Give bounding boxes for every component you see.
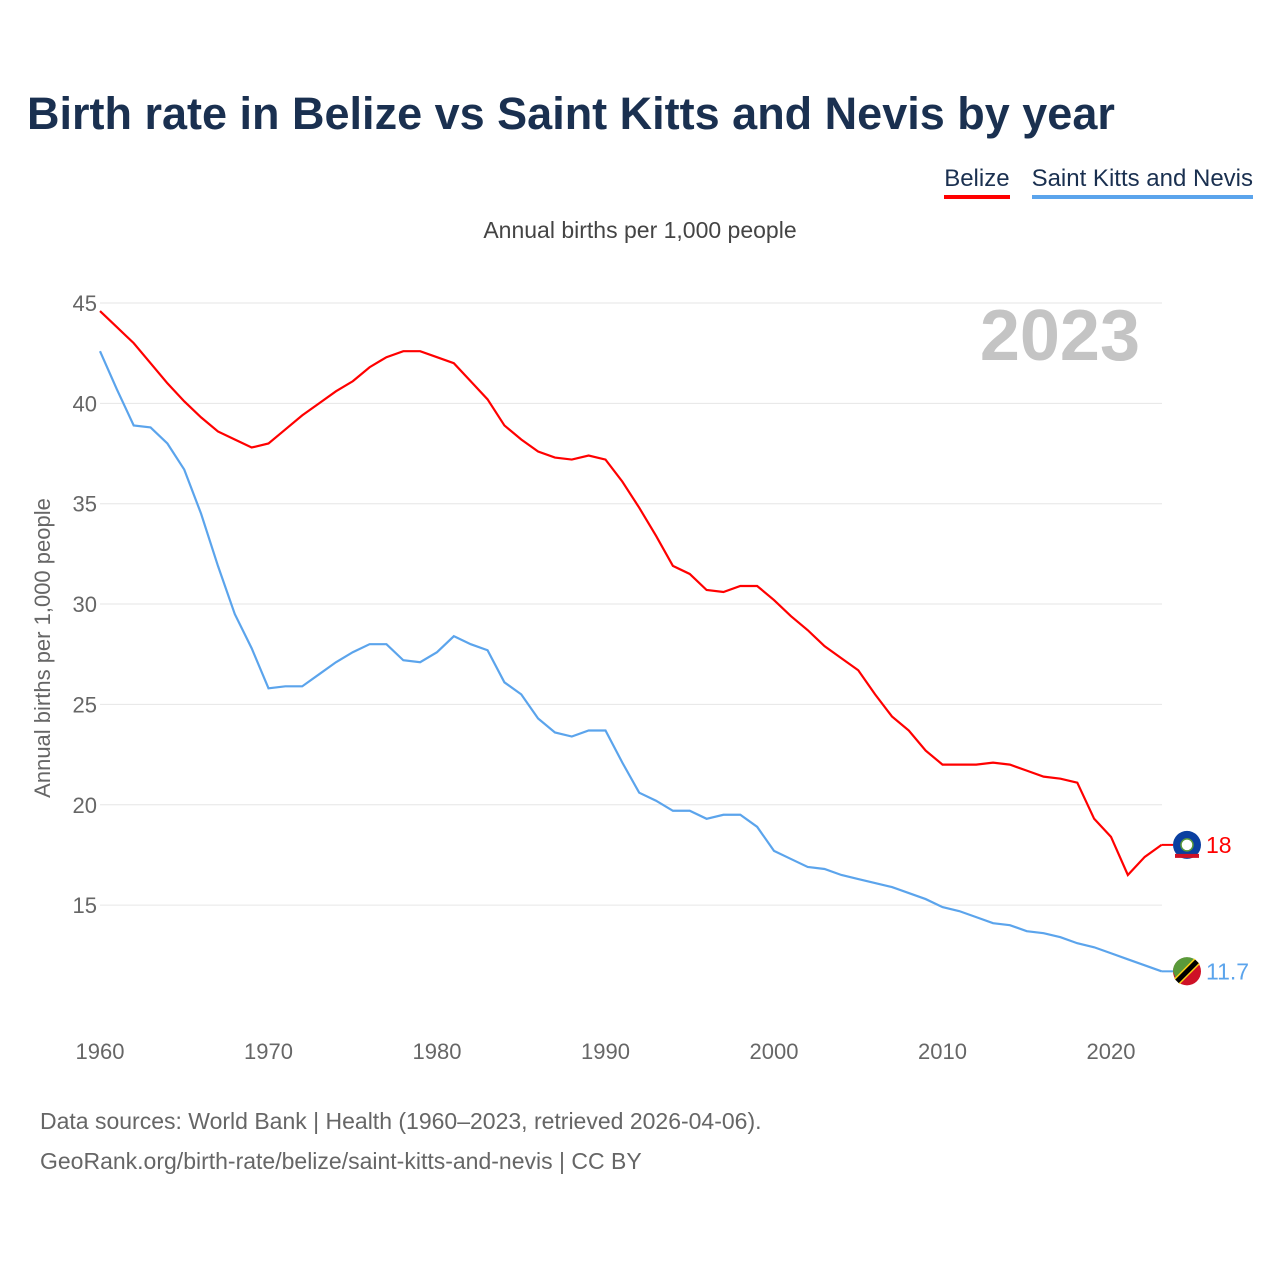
source-line-2: GeoRank.org/birth-rate/belize/saint-kitt… bbox=[40, 1148, 642, 1174]
x-tick-label: 2020 bbox=[1087, 1039, 1136, 1064]
y-tick-label: 20 bbox=[73, 793, 97, 818]
y-tick-label: 30 bbox=[73, 592, 97, 617]
x-tick-label: 1960 bbox=[76, 1039, 125, 1064]
y-axis-label: Annual births per 1,000 people bbox=[30, 498, 55, 798]
belize-flag-emblem bbox=[1180, 838, 1194, 852]
x-tick-label: 1970 bbox=[244, 1039, 293, 1064]
y-tick-label: 15 bbox=[73, 893, 97, 918]
chart-subtitle: Annual births per 1,000 people bbox=[483, 217, 797, 243]
legend-belize[interactable]: Belize bbox=[944, 165, 1010, 199]
y-tick-label: 45 bbox=[73, 291, 97, 316]
x-tick-label: 2010 bbox=[918, 1039, 967, 1064]
legend: Belize Saint Kitts and Nevis bbox=[944, 165, 1253, 199]
x-tick-label: 1990 bbox=[581, 1039, 630, 1064]
saint-kitts-flag-black bbox=[1175, 959, 1199, 984]
end-value-label: 18 bbox=[1206, 832, 1232, 858]
chart-title: Birth rate in Belize vs Saint Kitts and … bbox=[27, 88, 1115, 139]
x-tick-label: 1980 bbox=[413, 1039, 462, 1064]
y-tick-label: 25 bbox=[73, 692, 97, 717]
legend-saint-kitts-and-nevis[interactable]: Saint Kitts and Nevis bbox=[1031, 165, 1253, 199]
source-line-1: Data sources: World Bank | Health (1960–… bbox=[40, 1108, 762, 1134]
series-line-saint-kitts-and-nevis bbox=[98, 350, 1162, 973]
x-tick-label: 2000 bbox=[750, 1039, 799, 1064]
belize-flag-stripe bbox=[1175, 853, 1199, 858]
series-line-belize bbox=[99, 310, 1163, 877]
end-value-label: 11.7 bbox=[1206, 958, 1249, 984]
y-tick-label: 35 bbox=[73, 492, 97, 517]
y-tick-label: 40 bbox=[73, 391, 97, 416]
year-watermark: 2023 bbox=[980, 296, 1140, 376]
